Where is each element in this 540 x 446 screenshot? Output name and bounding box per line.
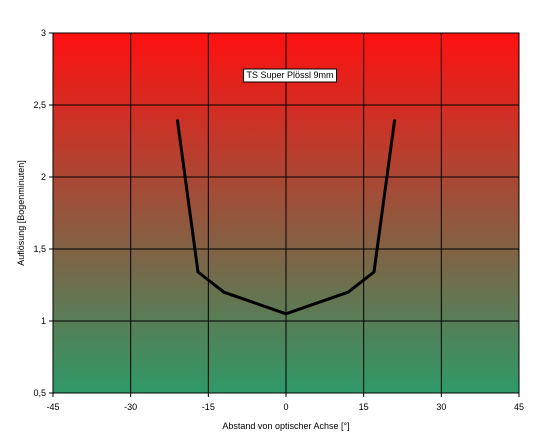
x-tick-label: -30: [124, 402, 137, 412]
y-tick-label: 2: [41, 172, 46, 182]
x-tick-labels: -45 -30 -15 0 15 30 45: [46, 393, 524, 412]
y-tick-label: 0,5: [33, 388, 46, 398]
x-tick-label: -15: [202, 402, 215, 412]
x-tick-label: 0: [283, 402, 288, 412]
y-tick-label: 2,5: [33, 100, 46, 110]
y-tick-label: 1: [41, 316, 46, 326]
x-tick-label: 45: [514, 402, 524, 412]
series-line: [175, 119, 397, 316]
series-layer: [175, 119, 397, 316]
y-tick-label: 3: [41, 28, 46, 38]
x-tick-label: -45: [46, 402, 59, 412]
x-tick-label: 15: [359, 402, 369, 412]
y-tick-label: 1,5: [33, 244, 46, 254]
legend: TS Super Plössl 9mm: [242, 68, 338, 83]
y-tick-labels: 0,5 1 1,5 2 2,5 3: [33, 28, 53, 398]
legend-box: [242, 68, 338, 83]
x-axis-label: Abstand von optischer Achse [°]: [222, 421, 349, 431]
y-axis-label: Auflösung [Bogenminuten]: [16, 160, 26, 266]
legend-entry: TS Super Plössl 9mm: [246, 70, 333, 80]
x-tick-label: 30: [436, 402, 446, 412]
